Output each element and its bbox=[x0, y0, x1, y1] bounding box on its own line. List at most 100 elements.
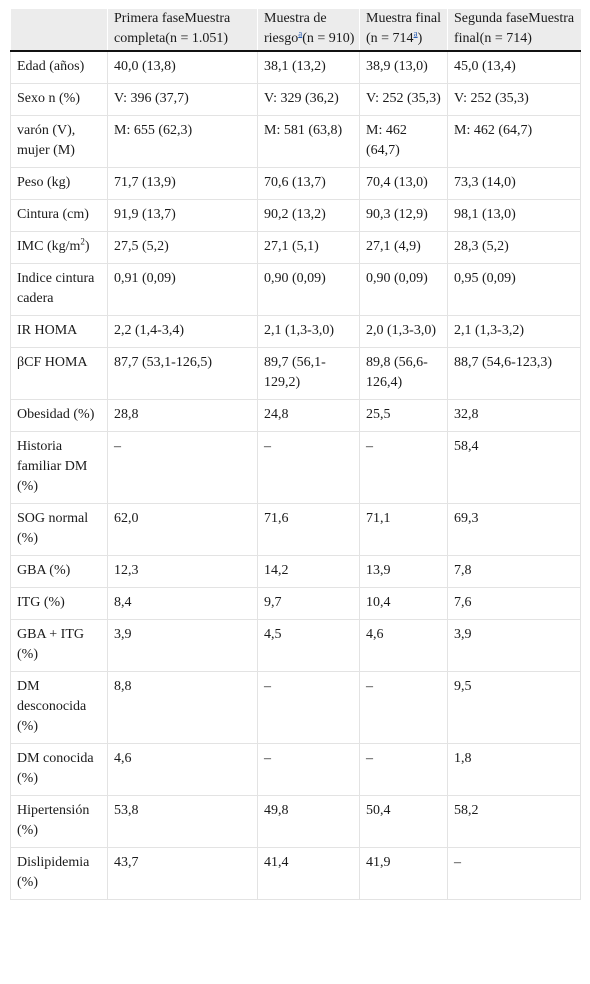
cell-muestra-riesgo: – bbox=[257, 671, 360, 744]
cell-segunda-fase: 1,8 bbox=[447, 743, 581, 796]
cell-muestra-final: 41,9 bbox=[359, 847, 448, 900]
table-row: Edad (años) 40,0 (13,8) 38,1 (13,2) 38,9… bbox=[10, 51, 581, 84]
header-muestra-riesgo-n: (n = 910) bbox=[302, 31, 355, 46]
cell-segunda-fase: 58,4 bbox=[447, 431, 581, 504]
table-row: ITG (%) 8,4 9,7 10,4 7,6 bbox=[10, 587, 581, 620]
row-label: ITG (%) bbox=[10, 587, 108, 620]
table-row: Cintura (cm) 91,9 (13,7) 90,2 (13,2) 90,… bbox=[10, 199, 581, 232]
header-primera-fase: Primera faseMuestra completa(n = 1.051) bbox=[107, 9, 258, 51]
cell-segunda-fase: 73,3 (14,0) bbox=[447, 167, 581, 200]
row-label: Historia familiar DM (%) bbox=[10, 431, 108, 504]
cell-primera-fase: 43,7 bbox=[107, 847, 258, 900]
cell-primera-fase: 12,3 bbox=[107, 555, 258, 588]
data-table: Primera faseMuestra completa(n = 1.051) … bbox=[10, 9, 581, 900]
cell-segunda-fase: 28,3 (5,2) bbox=[447, 231, 581, 264]
cell-segunda-fase: V: 252 (35,3) bbox=[447, 83, 581, 116]
row-label: GBA + ITG (%) bbox=[10, 619, 108, 672]
table-container: Primera faseMuestra completa(n = 1.051) … bbox=[10, 9, 581, 900]
table-row: Peso (kg) 71,7 (13,9) 70,6 (13,7) 70,4 (… bbox=[10, 167, 581, 200]
cell-primera-fase: 4,6 bbox=[107, 743, 258, 796]
cell-primera-fase: 53,8 bbox=[107, 795, 258, 848]
cell-muestra-final: M: 462 (64,7) bbox=[359, 115, 448, 168]
cell-muestra-final: 2,0 (1,3-3,0) bbox=[359, 315, 448, 348]
row-label: βCF HOMA bbox=[10, 347, 108, 400]
cell-muestra-riesgo: 27,1 (5,1) bbox=[257, 231, 360, 264]
cell-primera-fase: 40,0 (13,8) bbox=[107, 51, 258, 84]
cell-primera-fase: 0,91 (0,09) bbox=[107, 263, 258, 316]
row-label: DM conocida (%) bbox=[10, 743, 108, 796]
table-row: Indice cintura cadera 0,91 (0,09) 0,90 (… bbox=[10, 263, 581, 316]
cell-muestra-final: 90,3 (12,9) bbox=[359, 199, 448, 232]
cell-muestra-riesgo: 38,1 (13,2) bbox=[257, 51, 360, 84]
cell-primera-fase: 91,9 (13,7) bbox=[107, 199, 258, 232]
row-label: Edad (años) bbox=[10, 51, 108, 84]
table-row: SOG normal (%) 62,0 71,6 71,1 69,3 bbox=[10, 503, 581, 556]
cell-muestra-riesgo: 9,7 bbox=[257, 587, 360, 620]
cell-muestra-riesgo: M: 581 (63,8) bbox=[257, 115, 360, 168]
header-muestra-final-text: Muestra final (n = 714 bbox=[366, 11, 442, 46]
table-row: DM desconocida (%) 8,8 – – 9,5 bbox=[10, 671, 581, 744]
cell-segunda-fase: 98,1 (13,0) bbox=[447, 199, 581, 232]
cell-muestra-riesgo: 2,1 (1,3-3,0) bbox=[257, 315, 360, 348]
footnote-a-link[interactable]: a bbox=[298, 28, 303, 39]
cell-muestra-riesgo: 89,7 (56,1-129,2) bbox=[257, 347, 360, 400]
header-muestra-riesgo-text: Muestra de riesgo bbox=[264, 11, 327, 46]
cell-muestra-riesgo: – bbox=[257, 431, 360, 504]
cell-segunda-fase: 69,3 bbox=[447, 503, 581, 556]
table-row: Obesidad (%) 28,8 24,8 25,5 32,8 bbox=[10, 399, 581, 432]
table-row: Sexo n (%) V: 396 (37,7) V: 329 (36,2) V… bbox=[10, 83, 581, 116]
table-row: Dislipidemia (%) 43,7 41,4 41,9 – bbox=[10, 847, 581, 900]
cell-primera-fase: V: 396 (37,7) bbox=[107, 83, 258, 116]
cell-primera-fase: 87,7 (53,1-126,5) bbox=[107, 347, 258, 400]
cell-segunda-fase: 3,9 bbox=[447, 619, 581, 672]
header-muestra-final-close: ) bbox=[417, 31, 423, 46]
cell-muestra-final: 70,4 (13,0) bbox=[359, 167, 448, 200]
cell-muestra-riesgo: 41,4 bbox=[257, 847, 360, 900]
cell-muestra-riesgo: 4,5 bbox=[257, 619, 360, 672]
cell-muestra-final: 27,1 (4,9) bbox=[359, 231, 448, 264]
cell-muestra-riesgo: 70,6 (13,7) bbox=[257, 167, 360, 200]
row-label-superscript: 2 bbox=[80, 236, 85, 247]
table-row: DM conocida (%) 4,6 – – 1,8 bbox=[10, 743, 581, 796]
cell-segunda-fase: M: 462 (64,7) bbox=[447, 115, 581, 168]
cell-muestra-final: 0,90 (0,09) bbox=[359, 263, 448, 316]
cell-muestra-riesgo: 14,2 bbox=[257, 555, 360, 588]
cell-muestra-final: 25,5 bbox=[359, 399, 448, 432]
table-row: Hipertensión (%) 53,8 49,8 50,4 58,2 bbox=[10, 795, 581, 848]
row-label: varón (V), mujer (M) bbox=[10, 115, 108, 168]
cell-segunda-fase: 58,2 bbox=[447, 795, 581, 848]
table-row: IMC (kg/m2) 27,5 (5,2) 27,1 (5,1) 27,1 (… bbox=[10, 231, 581, 264]
row-label: DM desconocida (%) bbox=[10, 671, 108, 744]
cell-primera-fase: 2,2 (1,4-3,4) bbox=[107, 315, 258, 348]
cell-segunda-fase: 7,8 bbox=[447, 555, 581, 588]
footnote-a-link[interactable]: a bbox=[413, 28, 418, 39]
row-label: Peso (kg) bbox=[10, 167, 108, 200]
header-segunda-fase: Segunda faseMuestra final(n = 714) bbox=[447, 9, 581, 51]
table-row: GBA + ITG (%) 3,9 4,5 4,6 3,9 bbox=[10, 619, 581, 672]
header-muestra-riesgo: Muestra de riesgoa(n = 910) bbox=[257, 9, 360, 51]
cell-segunda-fase: 32,8 bbox=[447, 399, 581, 432]
row-label: IMC (kg/m2) bbox=[10, 231, 108, 264]
cell-muestra-final: 71,1 bbox=[359, 503, 448, 556]
cell-muestra-riesgo: 24,8 bbox=[257, 399, 360, 432]
table-row: IR HOMA 2,2 (1,4-3,4) 2,1 (1,3-3,0) 2,0 … bbox=[10, 315, 581, 348]
cell-muestra-final: – bbox=[359, 671, 448, 744]
row-label: Dislipidemia (%) bbox=[10, 847, 108, 900]
cell-segunda-fase: 2,1 (1,3-3,2) bbox=[447, 315, 581, 348]
table-header-row: Primera faseMuestra completa(n = 1.051) … bbox=[10, 9, 581, 51]
row-label: Indice cintura cadera bbox=[10, 263, 108, 316]
row-label: Obesidad (%) bbox=[10, 399, 108, 432]
cell-segunda-fase: 45,0 (13,4) bbox=[447, 51, 581, 84]
cell-primera-fase: 27,5 (5,2) bbox=[107, 231, 258, 264]
row-label: Hipertensión (%) bbox=[10, 795, 108, 848]
cell-segunda-fase: 88,7 (54,6-123,3) bbox=[447, 347, 581, 400]
table-row: GBA (%) 12,3 14,2 13,9 7,8 bbox=[10, 555, 581, 588]
cell-muestra-final: 38,9 (13,0) bbox=[359, 51, 448, 84]
cell-muestra-final: 10,4 bbox=[359, 587, 448, 620]
row-label: Sexo n (%) bbox=[10, 83, 108, 116]
cell-muestra-riesgo: 90,2 (13,2) bbox=[257, 199, 360, 232]
cell-primera-fase: 62,0 bbox=[107, 503, 258, 556]
cell-primera-fase: – bbox=[107, 431, 258, 504]
cell-segunda-fase: – bbox=[447, 847, 581, 900]
table-row: varón (V), mujer (M) M: 655 (62,3) M: 58… bbox=[10, 115, 581, 168]
